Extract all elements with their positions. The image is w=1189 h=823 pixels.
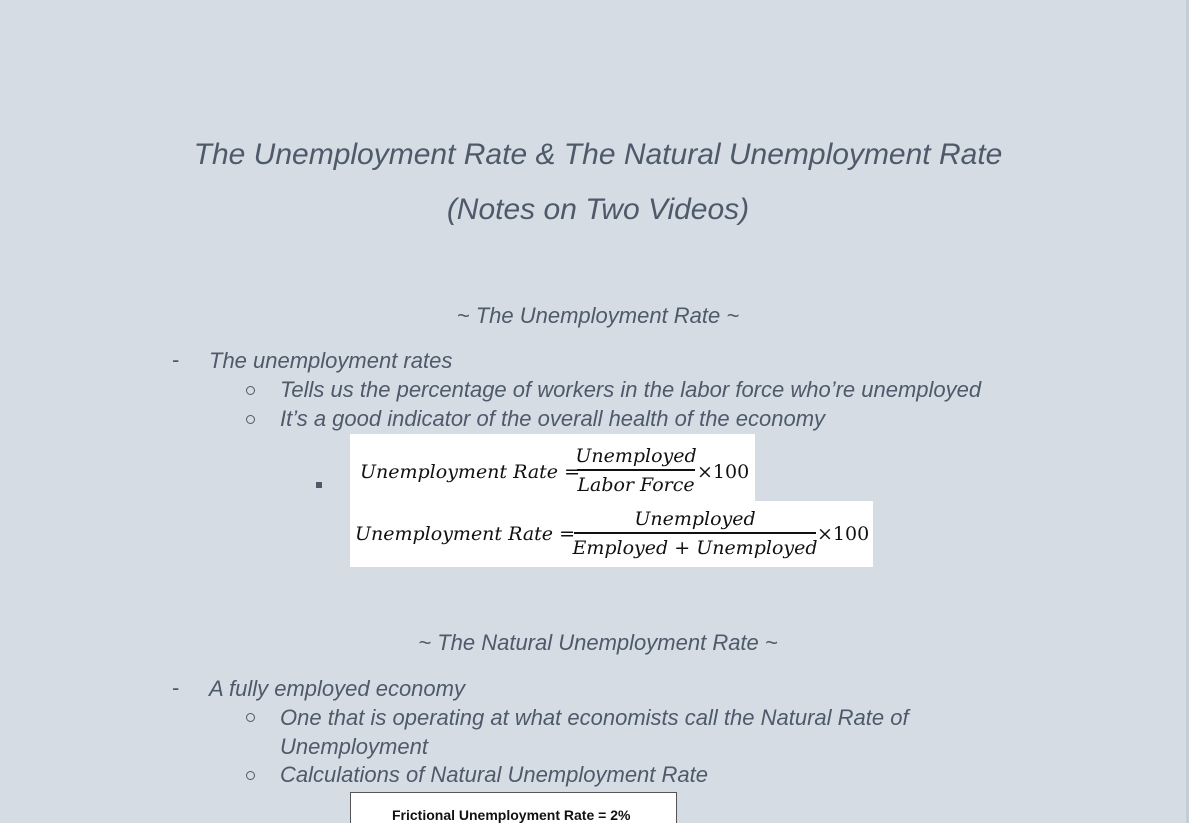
bullet-text: A fully employed economy bbox=[209, 676, 465, 701]
dash-bullet: - bbox=[172, 675, 180, 700]
section-heading-natural-rate: ~ The Natural Unemployment Rate ~ bbox=[418, 630, 778, 655]
circle-bullet bbox=[246, 415, 255, 424]
formula-multiplier: ×100 bbox=[697, 461, 750, 483]
formula-fraction: Unemployed Labor Force bbox=[575, 443, 697, 499]
table-cell-frictional: Frictional Unemployment Rate = 2% bbox=[392, 807, 631, 823]
formula-numerator: Unemployed bbox=[634, 508, 756, 530]
page-edge bbox=[1186, 0, 1189, 823]
formula-multiplier: ×100 bbox=[817, 523, 870, 545]
formula-lhs: Unemployment Rate = bbox=[360, 461, 581, 483]
formula-numerator: Unemployed bbox=[575, 445, 697, 467]
formula-image-employed-unemployed: Unemployment Rate = Unemployed Employed … bbox=[350, 501, 873, 567]
fraction-bar bbox=[574, 532, 816, 534]
subbullet-text: Calculations of Natural Unemployment Rat… bbox=[280, 762, 708, 787]
fraction-bar bbox=[577, 469, 695, 471]
subbullet-text-continued: Unemployment bbox=[280, 734, 428, 759]
subbullet-text: Tells us the percentage of workers in th… bbox=[280, 377, 982, 402]
formula-image-labor-force: Unemployment Rate = Unemployed Labor For… bbox=[350, 434, 755, 502]
subbullet-text: One that is operating at what economists… bbox=[280, 705, 909, 730]
bullet-text: The unemployment rates bbox=[209, 348, 453, 373]
circle-bullet bbox=[246, 386, 255, 395]
section-heading-unemployment-rate: ~ The Unemployment Rate ~ bbox=[456, 303, 740, 328]
circle-bullet bbox=[246, 771, 255, 780]
dash-bullet: - bbox=[172, 347, 180, 372]
formula-denominator: Employed + Unemployed bbox=[572, 536, 818, 559]
natural-rate-table-image: Frictional Unemployment Rate = 2% bbox=[350, 792, 677, 823]
formula-fraction: Unemployed Employed + Unemployed bbox=[572, 506, 818, 562]
formula-lhs: Unemployment Rate = bbox=[355, 523, 576, 545]
formula-denominator: Labor Force bbox=[577, 473, 695, 496]
square-bullet bbox=[316, 482, 322, 488]
document-subtitle: (Notes on Two Videos) bbox=[446, 193, 750, 226]
document-title: The Unemployment Rate & The Natural Unem… bbox=[193, 138, 1003, 171]
circle-bullet bbox=[246, 713, 255, 722]
subbullet-text: It’s a good indicator of the overall hea… bbox=[280, 406, 826, 431]
